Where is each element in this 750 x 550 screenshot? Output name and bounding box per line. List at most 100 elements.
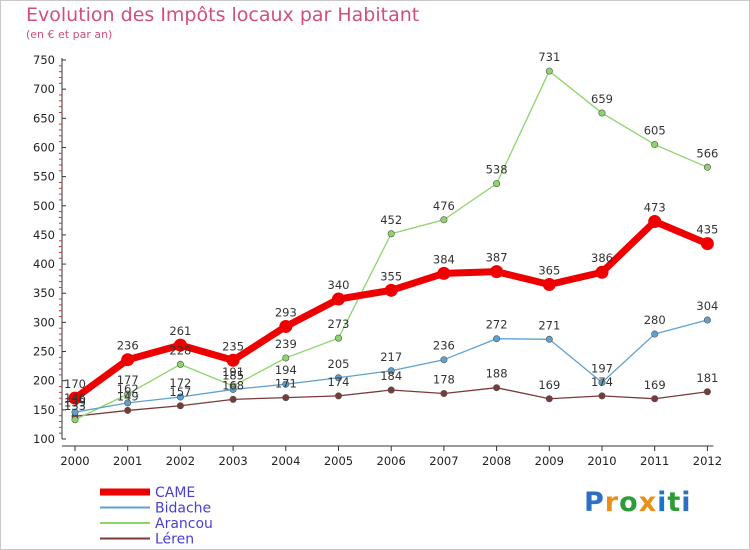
data-label: 473 bbox=[644, 201, 666, 215]
chart-title: Evolution des Impôts locaux par Habitant bbox=[26, 4, 420, 26]
data-point bbox=[282, 380, 290, 388]
data-label: 731 bbox=[538, 50, 560, 64]
data-point bbox=[121, 353, 135, 367]
data-label: 177 bbox=[117, 373, 139, 387]
proxiti-logo: Proxiti bbox=[584, 487, 692, 518]
data-point bbox=[440, 390, 448, 398]
data-label: 239 bbox=[275, 337, 297, 351]
data-label: 171 bbox=[275, 377, 297, 391]
x-tick-label: 2011 bbox=[640, 454, 669, 468]
data-label: 174 bbox=[328, 375, 350, 389]
data-label: 340 bbox=[328, 278, 350, 292]
data-label: 185 bbox=[222, 368, 244, 382]
data-label: 261 bbox=[169, 324, 191, 338]
data-point bbox=[595, 265, 609, 279]
y-tick-label: 100 bbox=[33, 432, 55, 446]
x-tick-label: 2001 bbox=[113, 454, 142, 468]
data-label: 272 bbox=[486, 318, 508, 332]
data-label: 435 bbox=[696, 223, 718, 237]
data-label: 452 bbox=[380, 213, 402, 227]
data-point bbox=[279, 319, 293, 333]
data-label: 157 bbox=[169, 385, 191, 399]
data-label: 178 bbox=[433, 373, 455, 387]
legend-label: Léren bbox=[155, 532, 194, 548]
data-point bbox=[598, 378, 606, 386]
data-label: 566 bbox=[696, 146, 718, 160]
x-tick-label: 2002 bbox=[166, 454, 195, 468]
data-point bbox=[703, 388, 711, 396]
data-point bbox=[124, 399, 132, 407]
data-point bbox=[124, 390, 132, 398]
data-label: 236 bbox=[117, 339, 139, 353]
data-point bbox=[493, 335, 501, 343]
data-label: 139 bbox=[64, 395, 86, 409]
y-tick-label: 700 bbox=[33, 82, 55, 96]
y-tick-label: 550 bbox=[33, 170, 55, 184]
x-tick-label: 2003 bbox=[218, 454, 247, 468]
x-tick-label: 2004 bbox=[271, 454, 300, 468]
data-point bbox=[542, 277, 556, 291]
data-point bbox=[176, 393, 184, 401]
data-label: 205 bbox=[328, 357, 350, 371]
data-point bbox=[493, 180, 501, 188]
data-point bbox=[68, 391, 82, 405]
data-point bbox=[440, 216, 448, 224]
logo-letter: x bbox=[638, 487, 658, 518]
y-tick-label: 500 bbox=[33, 199, 55, 213]
data-point bbox=[282, 394, 290, 402]
logo-letter: o bbox=[619, 487, 639, 518]
data-point bbox=[440, 356, 448, 364]
logo-letter: r bbox=[604, 487, 620, 518]
logo-letter: t bbox=[667, 487, 682, 518]
data-label: 365 bbox=[538, 263, 560, 277]
data-point bbox=[387, 367, 395, 375]
data-label: 236 bbox=[433, 339, 455, 353]
x-tick-label: 2010 bbox=[587, 454, 616, 468]
x-tick-label: 2000 bbox=[60, 454, 89, 468]
y-tick-label: 750 bbox=[33, 53, 55, 67]
data-point bbox=[648, 215, 662, 229]
data-point bbox=[651, 141, 659, 149]
data-label: 170 bbox=[64, 377, 86, 391]
data-point bbox=[490, 265, 504, 279]
data-label: 191 bbox=[222, 365, 244, 379]
logo-letter: i bbox=[657, 487, 668, 518]
data-point bbox=[176, 360, 184, 368]
y-tick-label: 250 bbox=[33, 345, 55, 359]
data-point bbox=[124, 406, 132, 414]
data-label: 273 bbox=[328, 317, 350, 331]
data-label: 168 bbox=[222, 378, 244, 392]
data-label: 181 bbox=[696, 371, 718, 385]
y-tick-label: 400 bbox=[33, 257, 55, 271]
data-point bbox=[545, 67, 553, 75]
data-label: 228 bbox=[169, 343, 191, 357]
logo-letter: i bbox=[681, 487, 692, 518]
series-points bbox=[68, 67, 714, 424]
data-point bbox=[703, 163, 711, 171]
data-label: 162 bbox=[117, 382, 139, 396]
chart-subtitle: (en € et par an) bbox=[26, 28, 113, 41]
x-tick-label: 2008 bbox=[482, 454, 511, 468]
data-label: 146 bbox=[64, 391, 86, 405]
x-tick-label: 2005 bbox=[324, 454, 353, 468]
data-label: 605 bbox=[644, 124, 666, 138]
data-label: 271 bbox=[538, 318, 560, 332]
y-tick-label: 650 bbox=[33, 111, 55, 125]
data-label: 133 bbox=[64, 399, 86, 413]
data-point bbox=[387, 230, 395, 238]
data-point bbox=[229, 385, 237, 393]
data-point bbox=[387, 386, 395, 394]
data-label: 659 bbox=[591, 92, 613, 106]
data-label: 293 bbox=[275, 305, 297, 319]
data-label: 188 bbox=[486, 367, 508, 381]
data-label: 149 bbox=[117, 389, 139, 403]
data-point bbox=[437, 266, 451, 280]
data-point bbox=[282, 354, 290, 362]
data-point bbox=[71, 408, 79, 416]
data-label: 280 bbox=[644, 313, 666, 327]
axes: 100 150 200 250 300 350 400 450 500 550 600 650 700 7… bbox=[33, 53, 722, 468]
data-point bbox=[545, 335, 553, 343]
logo-letter: P bbox=[584, 487, 605, 518]
